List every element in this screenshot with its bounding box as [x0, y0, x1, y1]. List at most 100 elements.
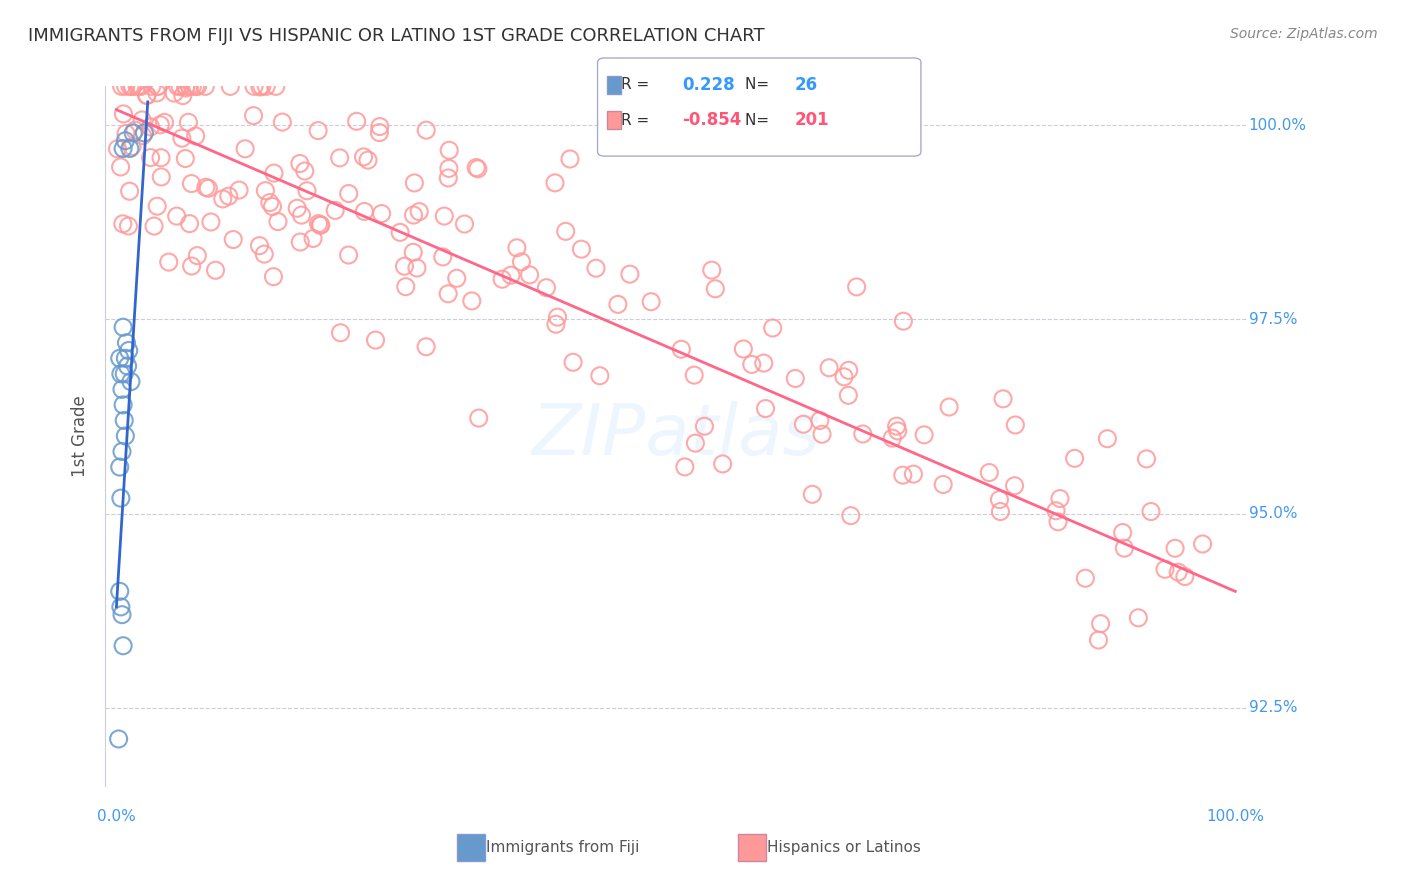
Point [547, 310, 569, 325]
Point [166, 79, 188, 94]
Point [979, 466, 1001, 480]
Point [544, 317, 567, 331]
Point [174, 152, 197, 166]
Point [122, 126, 145, 140]
Point [149, 118, 172, 132]
Point [114, 79, 136, 94]
Point [891, 468, 914, 483]
Point [146, 86, 169, 100]
Point [519, 268, 541, 282]
Point [118, 79, 141, 94]
Text: IMMIGRANTS FROM FIJI VS HISPANIC OR LATINO 1ST GRADE CORRELATION CHART: IMMIGRANTS FROM FIJI VS HISPANIC OR LATI… [28, 27, 765, 45]
Point [446, 271, 468, 285]
Point [150, 169, 173, 184]
Point [233, 142, 256, 156]
Point [510, 255, 533, 269]
Point [243, 79, 266, 94]
Point [309, 218, 332, 232]
Point [117, 359, 139, 373]
Point [818, 360, 841, 375]
Point [640, 294, 662, 309]
Point [222, 233, 245, 247]
Point [127, 79, 149, 94]
Point [111, 607, 134, 622]
Point [754, 401, 776, 416]
Point [267, 214, 290, 228]
Point [118, 184, 141, 198]
Point [465, 161, 488, 175]
Point [194, 79, 217, 94]
Point [111, 444, 134, 458]
Point [309, 218, 332, 232]
Point [536, 280, 558, 294]
Point [254, 184, 277, 198]
Point [204, 263, 226, 277]
Point [357, 153, 380, 167]
Point [467, 161, 489, 176]
Point [1049, 491, 1071, 506]
Point [302, 231, 325, 245]
Text: 100.0%: 100.0% [1206, 809, 1264, 824]
Point [353, 204, 375, 219]
Point [181, 79, 204, 94]
Point [1074, 571, 1097, 585]
Point [179, 79, 201, 94]
Point [108, 351, 131, 366]
Point [110, 367, 132, 381]
Point [110, 79, 132, 94]
Point [169, 79, 191, 94]
Point [402, 245, 425, 260]
Point [107, 142, 129, 156]
Point [153, 115, 176, 129]
Y-axis label: 1st Grade: 1st Grade [72, 395, 89, 477]
Point [886, 419, 908, 434]
Point [353, 150, 375, 164]
Text: ZIPatlas: ZIPatlas [531, 401, 820, 470]
Point [131, 128, 153, 143]
Point [1004, 417, 1026, 432]
Point [184, 79, 207, 94]
Point [415, 340, 437, 354]
Point [337, 186, 360, 201]
Point [991, 392, 1014, 406]
Point [1191, 537, 1213, 551]
Point [262, 200, 284, 214]
Point [1090, 616, 1112, 631]
Point [619, 267, 641, 281]
Point [121, 79, 143, 94]
Text: 201: 201 [794, 112, 830, 129]
Point [1164, 541, 1187, 556]
Point [589, 368, 612, 383]
Point [112, 398, 135, 412]
Point [389, 225, 412, 239]
Point [131, 112, 153, 127]
Point [285, 201, 308, 215]
Point [845, 280, 868, 294]
Point [111, 217, 134, 231]
Point [1140, 504, 1163, 518]
Point [852, 427, 875, 442]
Point [184, 128, 207, 143]
Point [932, 477, 955, 491]
Point [114, 134, 136, 148]
Text: 95.0%: 95.0% [1249, 506, 1298, 521]
Point [1097, 432, 1119, 446]
Point [544, 176, 567, 190]
Text: N=: N= [745, 113, 775, 128]
Point [912, 428, 935, 442]
Point [290, 235, 312, 249]
Point [1045, 504, 1067, 518]
Point [115, 127, 138, 141]
Point [1004, 479, 1026, 493]
Point [673, 459, 696, 474]
Point [197, 181, 219, 195]
Point [146, 199, 169, 213]
Point [693, 419, 716, 434]
Point [801, 487, 824, 501]
Point [110, 599, 132, 614]
Point [141, 79, 163, 94]
Point [1167, 565, 1189, 579]
Point [107, 731, 129, 746]
Point [114, 351, 136, 366]
Point [683, 368, 706, 383]
